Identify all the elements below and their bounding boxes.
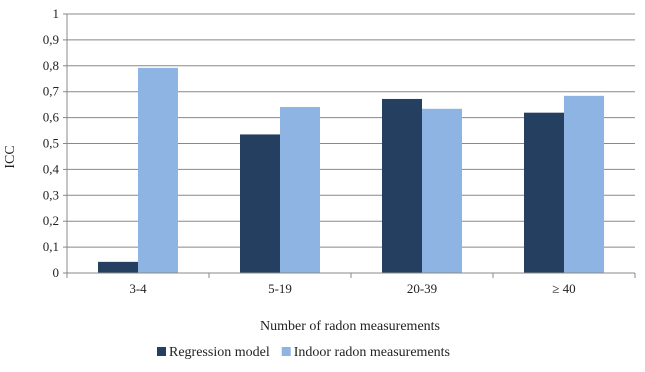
- y-tick-label: 0,4: [43, 161, 60, 176]
- legend-label: Regression model: [169, 345, 270, 360]
- bar: [280, 106, 320, 273]
- x-tick-label: 5-19: [268, 281, 292, 296]
- bar: [138, 67, 178, 273]
- legend: Regression model Indoor radon measurement…: [157, 345, 450, 360]
- bars: [98, 67, 604, 274]
- x-axis-title: Number of radon measurements: [260, 319, 440, 334]
- bar: [98, 261, 138, 273]
- y-tick-label: 0,6: [43, 110, 60, 125]
- x-tick-label: ≥ 40: [552, 281, 575, 296]
- legend-swatch: [281, 347, 291, 356]
- bar: [382, 98, 422, 274]
- bar: [422, 108, 462, 273]
- y-tick-label: 0: [53, 265, 60, 280]
- y-tick-label: 0,3: [43, 187, 59, 202]
- y-tick-label: 0,9: [43, 32, 59, 47]
- legend-item: Regression model: [157, 345, 270, 360]
- y-tick-label: 0,1: [43, 239, 59, 254]
- bar: [524, 112, 564, 273]
- legend-swatch: [157, 347, 166, 356]
- y-tick-label: 0,2: [43, 213, 59, 228]
- bar: [564, 95, 604, 274]
- legend-label: Indoor radon measurements: [294, 345, 450, 360]
- y-tick-label: 0,5: [43, 136, 59, 151]
- x-tick-label: 3-4: [129, 281, 147, 296]
- legend-item: Indoor radon measurements: [281, 345, 450, 360]
- y-axis-title: ICC: [3, 145, 18, 168]
- y-tick-label: 0,7: [43, 84, 60, 99]
- tick-labels: 0 0,1 0,2 0,3 0,4 0,5 0,6 0,7 0,8 0,9 1 3-4 5-19 20-3…: [43, 6, 576, 296]
- bar: [240, 134, 280, 273]
- y-tick-label: 0,8: [43, 58, 59, 73]
- y-tick-label: 1: [53, 6, 60, 21]
- axes: [63, 13, 636, 278]
- x-tick-label: 20-39: [407, 281, 437, 296]
